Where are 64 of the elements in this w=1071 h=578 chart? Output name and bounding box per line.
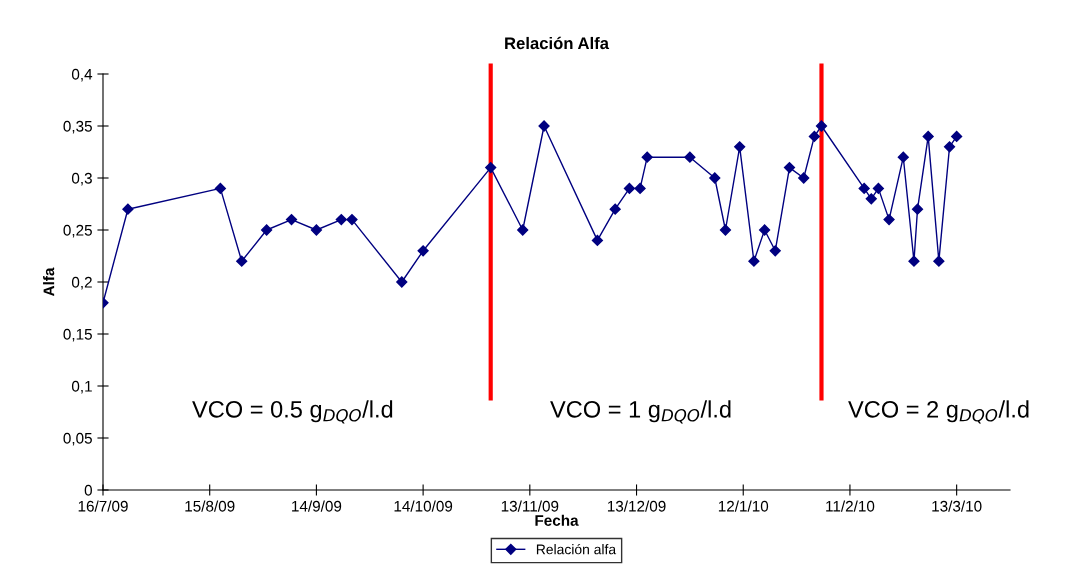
y-tick-label: 0,05 — [63, 432, 92, 446]
point — [719, 224, 732, 236]
point — [346, 213, 358, 226]
chart-title: Relación Alfa — [505, 36, 610, 50]
y-tick-label: 0,25 — [63, 224, 92, 238]
point — [261, 224, 273, 236]
point — [634, 182, 646, 195]
point — [517, 224, 529, 236]
x-tick-label: 13/12/09 — [607, 500, 666, 512]
annotation: VCO = 2 g$_{DQO}$/l.d — [848, 400, 1029, 424]
x-tick-label: 11/2/10 — [826, 500, 875, 512]
y-tick-label: 0,35 — [63, 120, 92, 134]
y-tick-label: 0 — [84, 484, 92, 496]
point — [808, 130, 820, 143]
point — [285, 213, 298, 226]
point — [911, 203, 924, 215]
point — [951, 130, 963, 143]
y-tick-label: 0,1 — [71, 380, 92, 394]
y-tick-label: 0,4 — [71, 68, 93, 82]
point — [236, 255, 248, 267]
point — [734, 141, 746, 153]
point — [865, 193, 877, 205]
x-axis-title: Fecha — [535, 514, 579, 526]
point — [684, 151, 696, 163]
point — [769, 245, 781, 257]
point — [883, 213, 895, 226]
point — [623, 182, 636, 195]
point — [908, 255, 920, 267]
point — [396, 276, 408, 288]
point — [798, 172, 810, 184]
x-tick-label: 12/1/10 — [718, 500, 769, 512]
y-tick-label: 0,3 — [71, 172, 92, 186]
x-tick-label: 15/8/09 — [185, 500, 235, 512]
x-tick-label: 13/11/09 — [501, 500, 559, 512]
point — [933, 255, 945, 267]
point — [591, 234, 604, 247]
x-tick-label: 14/10/09 — [394, 500, 453, 512]
point — [858, 182, 870, 195]
point — [335, 213, 347, 226]
x-tick-label: 13/3/10 — [932, 500, 982, 512]
point — [417, 245, 429, 257]
legend-label: Relación alfa — [536, 543, 617, 555]
x-tick-label: 16/7/09 — [78, 500, 128, 512]
point — [758, 224, 771, 236]
point — [709, 172, 721, 184]
y-axis-title: Alfa — [43, 267, 55, 297]
y-tick-label: 0,15 — [63, 328, 92, 342]
annotation: VCO = 1 g$_{DQO}$/l.d — [550, 400, 731, 424]
x-tick-label: 14/9/09 — [292, 500, 342, 512]
point — [310, 224, 323, 236]
point — [783, 161, 796, 174]
point — [872, 182, 885, 195]
point — [122, 203, 134, 215]
point — [214, 182, 226, 195]
point — [943, 141, 956, 153]
point — [897, 151, 909, 163]
point — [815, 120, 828, 132]
point — [609, 203, 621, 215]
point — [641, 151, 653, 163]
annotation: VCO = 0.5 g$_{DQO}$/l.d — [192, 400, 393, 424]
y-tick-label: 0,2 — [71, 276, 92, 290]
point — [922, 130, 934, 143]
point — [748, 255, 760, 267]
point — [485, 161, 497, 174]
